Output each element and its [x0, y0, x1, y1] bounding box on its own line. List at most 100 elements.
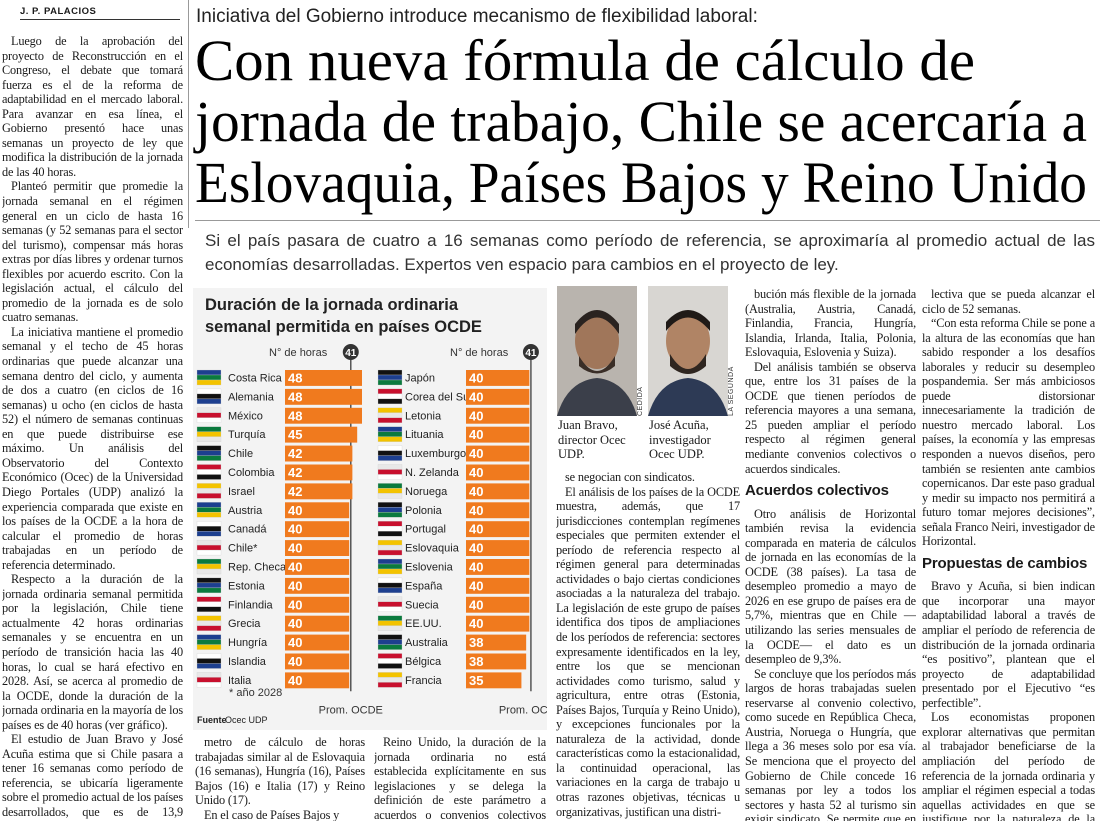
bar-value: 40	[469, 427, 483, 442]
value-axis-label: N° de horas	[269, 347, 328, 359]
bar	[466, 559, 530, 575]
bar-value: 40	[288, 635, 302, 650]
flag	[377, 596, 403, 602]
flag	[196, 549, 222, 556]
category-label: México	[228, 410, 263, 422]
flag	[377, 634, 403, 640]
bar	[285, 653, 350, 670]
flag	[377, 558, 403, 565]
category-label: Rep. Checa	[228, 561, 287, 573]
photo-caption: Juan Bravo, director Ocec UDP.	[558, 418, 626, 461]
category-label: Italia	[228, 675, 252, 687]
headline: Con nueva fórmula de cálculo de jornada …	[193, 28, 1087, 215]
flag	[196, 682, 222, 688]
chart-title: Duración de la jornada ordinaria semanal …	[205, 296, 482, 336]
category-label: Francia	[405, 675, 443, 687]
flag	[196, 374, 222, 381]
flag	[196, 426, 222, 432]
flag	[196, 601, 222, 607]
paragraph: bución más flexible de la jornada (Austr…	[745, 287, 916, 360]
paragraph: Bravo y Acuña, si bien indican que incor…	[922, 579, 1095, 710]
flag	[377, 653, 403, 659]
bar-value: 40	[469, 446, 483, 461]
category-label: Hungría	[228, 637, 268, 649]
flag	[196, 625, 222, 631]
bar-value: 40	[469, 408, 483, 423]
bar-value: 40	[469, 578, 483, 593]
flag	[196, 431, 222, 437]
chart: Duración de la jornada ordinaria semanal …	[193, 288, 547, 730]
flag	[377, 658, 403, 664]
category-label: Suecia	[405, 599, 440, 611]
flag	[196, 677, 222, 683]
flag	[196, 379, 222, 386]
bar-value: 48	[288, 389, 302, 404]
category-label: Eslovenia	[405, 561, 454, 573]
flag	[196, 445, 222, 451]
bar	[466, 464, 530, 481]
bar-value: 42	[288, 484, 302, 499]
bar-value: 40	[288, 522, 302, 537]
flag	[377, 417, 403, 423]
flag	[196, 663, 222, 669]
bar	[285, 445, 353, 462]
average-value: 41	[345, 348, 357, 359]
flag	[196, 369, 222, 376]
flag	[377, 502, 403, 508]
bar-value: 40	[469, 541, 483, 556]
flag	[196, 507, 222, 513]
paragraph: Respecto a la duración de la jornada ord…	[2, 572, 183, 732]
bar	[285, 540, 350, 556]
bar	[285, 407, 362, 424]
paragraph: Planteó permitir que promedie la jornada…	[2, 179, 183, 325]
paragraph: Se concluye que los períodos más largos …	[745, 666, 916, 821]
bar	[466, 407, 530, 424]
flag	[377, 531, 403, 537]
bar	[285, 559, 350, 575]
flag	[377, 544, 403, 551]
category-label: Bélgica	[405, 656, 442, 668]
bar-value: 40	[288, 597, 302, 612]
paragraph: Otro análisis de Horizontal también revi…	[745, 506, 916, 667]
category-label: Chile*	[228, 543, 258, 555]
paragraph: lectiva que se pueda alcanzar el ciclo d…	[922, 287, 1095, 316]
flag	[377, 436, 403, 442]
flag	[377, 464, 403, 470]
bar	[285, 502, 350, 519]
flag	[377, 563, 403, 570]
flag	[196, 407, 222, 413]
flag	[377, 455, 403, 461]
text-column: metro de cálculo de horas trabajadas sim…	[195, 735, 365, 821]
bar-value: 40	[469, 597, 483, 612]
flag	[377, 577, 403, 584]
flag	[196, 521, 222, 527]
bar-value: 40	[469, 484, 483, 499]
paragraph: En el caso de Países Bajos y	[204, 807, 340, 821]
average-badge	[522, 344, 539, 360]
text-column: Reino Unido, la duración de la jornada o…	[374, 735, 546, 821]
bar-value: 40	[469, 389, 483, 404]
category-label: Austria	[228, 505, 263, 517]
category-label: Eslovaquia	[405, 543, 460, 555]
flag	[377, 374, 403, 381]
flag	[377, 568, 403, 575]
flag	[377, 625, 403, 631]
flag	[196, 620, 222, 626]
photo-credit: LA SEGUNDA	[728, 366, 735, 416]
bar	[466, 521, 530, 538]
flag	[377, 526, 403, 532]
flag	[196, 398, 222, 405]
flag	[196, 653, 222, 659]
flag	[196, 596, 222, 602]
text-column: bución más flexible de la jornada (Austr…	[745, 287, 916, 821]
bar-value: 48	[288, 370, 302, 385]
bar	[466, 577, 530, 594]
paragraph: El análisis de los países de la OCDE mue…	[556, 484, 740, 819]
flag	[377, 644, 403, 650]
text-column: lectiva que se pueda alcanzar el ciclo d…	[922, 287, 1095, 821]
subheading: Propuestas de cambios	[922, 554, 1088, 572]
flag	[196, 615, 222, 621]
category-label: Canadá	[228, 524, 267, 536]
average-value: 41	[525, 348, 537, 359]
flag	[377, 369, 403, 376]
